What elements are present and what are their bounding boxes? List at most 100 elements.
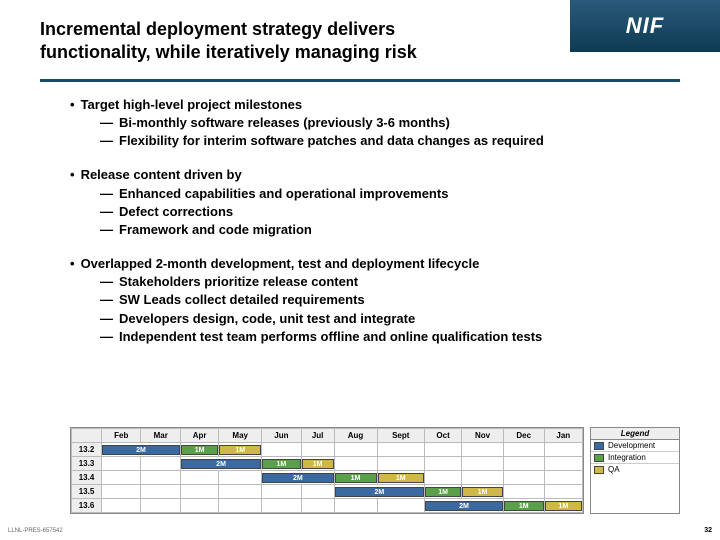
gantt-bar: 1M [302, 459, 334, 469]
sub-bullet: Enhanced capabilities and operational im… [70, 185, 660, 203]
gantt-empty-cell [219, 485, 262, 499]
gantt-empty-cell [334, 443, 377, 457]
gantt-chart: FebMarAprMayJunJulAugSeptOctNovDecJan13.… [70, 427, 584, 514]
month-header: Apr [180, 429, 218, 443]
sub-bullet: Stakeholders prioritize release content [70, 273, 660, 291]
gantt-empty-cell [102, 485, 141, 499]
gantt-empty-cell [102, 499, 141, 513]
legend-swatch [594, 442, 604, 450]
sub-bullet: SW Leads collect detailed requirements [70, 291, 660, 309]
gantt-empty-cell [544, 471, 582, 485]
gantt-empty-cell [503, 471, 544, 485]
gantt-bar-cell: 1M [301, 457, 334, 471]
gantt-bar: 1M [219, 445, 261, 455]
gantt-empty-cell [462, 457, 504, 471]
legend-row: Integration [591, 452, 679, 464]
bullet-group-1: Release content driven by Enhanced capab… [70, 166, 660, 239]
gantt-empty-cell [503, 485, 544, 499]
title-line1: Incremental deployment strategy delivers [40, 18, 460, 41]
gantt-empty-cell [301, 485, 334, 499]
title-block: Incremental deployment strategy delivers… [0, 0, 500, 73]
gantt-empty-cell [425, 457, 462, 471]
gantt-empty-cell [462, 471, 504, 485]
gantt-empty-cell [141, 471, 180, 485]
month-header: Feb [102, 429, 141, 443]
legend-swatch [594, 454, 604, 462]
gantt-empty-cell [262, 443, 301, 457]
gantt-bar: 1M [378, 473, 425, 483]
month-header: Aug [334, 429, 377, 443]
gantt-row-label: 13.4 [72, 471, 102, 485]
gantt-empty-cell [102, 471, 141, 485]
gantt-empty-cell [503, 457, 544, 471]
gantt-empty-cell [180, 499, 218, 513]
gantt-bar-cell: 1M [377, 471, 425, 485]
gantt-empty-cell [102, 457, 141, 471]
gantt-empty-cell [425, 443, 462, 457]
gantt-bar-cell: 2M [180, 457, 261, 471]
gantt-bar-cell: 1M [425, 485, 462, 499]
gantt-row-label: 13.3 [72, 457, 102, 471]
gantt-empty-cell [334, 457, 377, 471]
gantt-bar: 1M [262, 459, 300, 469]
gantt-row-label: 13.2 [72, 443, 102, 457]
gantt-empty-cell [180, 471, 218, 485]
gantt-bar-cell: 1M [503, 499, 544, 513]
month-header: Jun [262, 429, 301, 443]
gantt-bar-cell: 2M [102, 443, 181, 457]
gantt-empty-cell [219, 499, 262, 513]
legend-label: Development [608, 441, 655, 450]
gantt-bar: 1M [462, 487, 503, 497]
gantt-empty-cell [141, 485, 180, 499]
legend-label: QA [608, 465, 620, 474]
gantt-bar: 1M [425, 487, 461, 497]
gantt-bar-cell: 1M [262, 457, 301, 471]
legend: Legend Development Integration QA [590, 427, 680, 514]
gantt-wrap: FebMarAprMayJunJulAugSeptOctNovDecJan13.… [70, 427, 680, 514]
legend-row: QA [591, 464, 679, 475]
gantt-bar: 1M [545, 501, 582, 511]
gantt-bar: 1M [335, 473, 377, 483]
month-header: Jan [544, 429, 582, 443]
gantt-empty-cell [141, 457, 180, 471]
gantt-empty-cell [180, 485, 218, 499]
gantt-bar-cell: 2M [262, 471, 334, 485]
gantt-bar: 2M [335, 487, 424, 497]
bullet: Release content driven by [70, 166, 660, 184]
month-header: May [219, 429, 262, 443]
gantt-empty-cell [544, 485, 582, 499]
gantt-empty-cell [219, 471, 262, 485]
sub-bullet: Bi-monthly software releases (previously… [70, 114, 660, 132]
gantt-empty-cell [377, 457, 425, 471]
gantt-empty-cell [377, 443, 425, 457]
gantt-bar-cell: 1M [334, 471, 377, 485]
month-header: Dec [503, 429, 544, 443]
nif-logo: NIF [570, 0, 720, 52]
gantt-bar: 2M [102, 445, 180, 455]
gantt-row-label: 13.6 [72, 499, 102, 513]
month-header: Oct [425, 429, 462, 443]
legend-title: Legend [591, 428, 679, 440]
page-number: 32 [704, 527, 712, 534]
sub-bullet: Developers design, code, unit test and i… [70, 310, 660, 328]
month-header: Jul [301, 429, 334, 443]
legend-row: Development [591, 440, 679, 452]
gantt-empty-cell [544, 457, 582, 471]
gantt-empty-cell [334, 499, 377, 513]
gantt-empty-cell [262, 499, 301, 513]
bullet-group-0: Target high-level project milestones Bi-… [70, 96, 660, 151]
month-header: Nov [462, 429, 504, 443]
sub-bullet: Defect corrections [70, 203, 660, 221]
gantt-empty-cell [377, 499, 425, 513]
gantt-bar: 2M [425, 501, 503, 511]
gantt-row-label: 13.5 [72, 485, 102, 499]
title-rule [40, 79, 680, 82]
sub-bullet: Independent test team performs offline a… [70, 328, 660, 346]
bullet: Target high-level project milestones [70, 96, 660, 114]
sub-bullet: Flexibility for interim software patches… [70, 132, 660, 150]
legend-label: Integration [608, 453, 646, 462]
gantt-bar: 2M [262, 473, 333, 483]
month-header: Mar [141, 429, 180, 443]
gantt-empty-cell [503, 443, 544, 457]
gantt-bar: 2M [181, 459, 261, 469]
